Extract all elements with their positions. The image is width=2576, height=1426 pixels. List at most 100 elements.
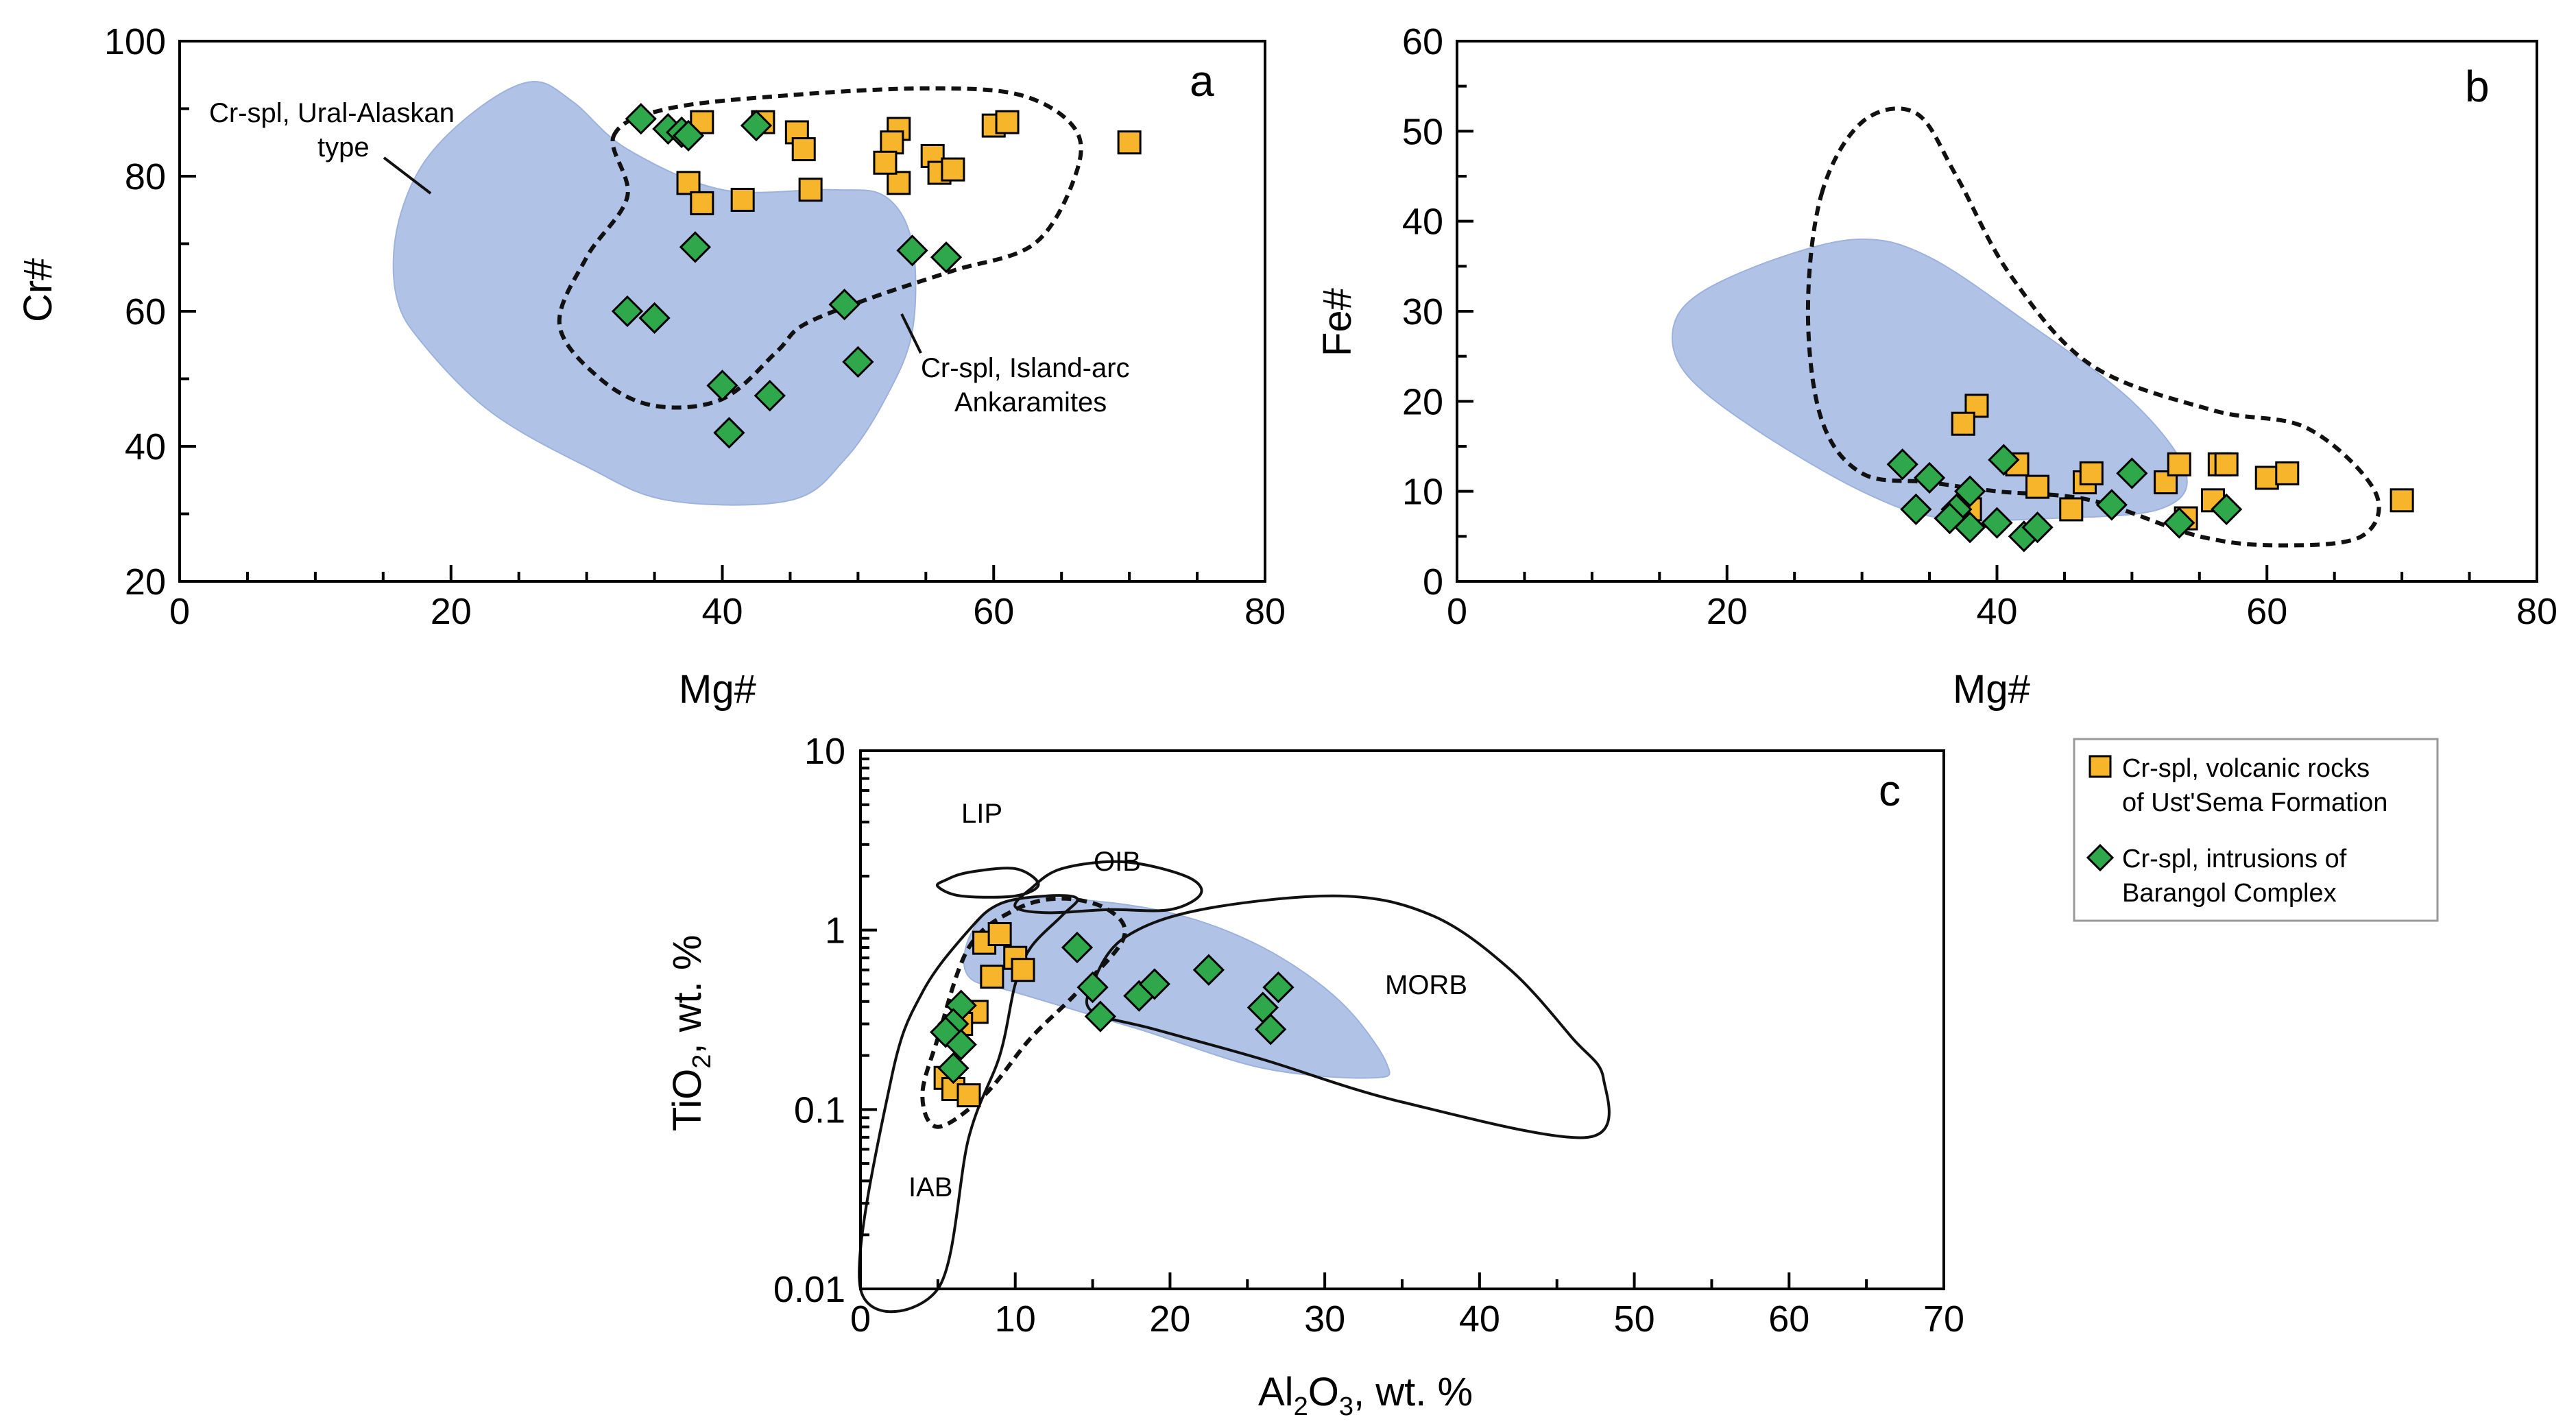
field-oib	[1013, 860, 1203, 915]
square-point	[1011, 958, 1035, 982]
diamond-point	[937, 1052, 970, 1085]
diamond-point	[1981, 507, 2013, 539]
square-point	[2167, 452, 2191, 476]
annotation-ank-line2: Ankaramites	[954, 387, 1107, 418]
diamond-point	[706, 370, 738, 402]
square-point	[798, 178, 823, 202]
diamond-point	[638, 302, 671, 334]
y-tick-label: 80	[125, 156, 166, 197]
diamond-point	[1255, 1013, 1287, 1046]
diamond-point	[1988, 444, 2020, 476]
diamond-point	[2021, 511, 2054, 544]
legend-box	[2073, 738, 2439, 922]
annotation-island-arc: Cr-spl, Island-arc Ankaramites	[900, 313, 1130, 418]
y-tick-label: 0.01	[773, 1269, 845, 1310]
diamond-point	[828, 289, 860, 321]
square-point	[880, 130, 904, 155]
x-tick-label: 20	[431, 591, 472, 632]
annotation-ural-alaskan: Cr-spl, Ural-Alaskan type	[209, 98, 455, 195]
y-tick-label: 20	[125, 561, 166, 603]
annotation-ank-leader	[900, 313, 922, 354]
y-tick-label: 30	[1402, 291, 1443, 333]
legend: Cr-spl, volcanic rocks of Ust'Sema Forma…	[2073, 738, 2439, 922]
y-tick-label: 0	[1423, 561, 1443, 603]
y-tick-label: 10	[804, 731, 845, 772]
panel-c-axes: 0 10 20 30 40 50 60 70 0.01 0.1 1 10	[773, 731, 1964, 1340]
field-iab	[858, 894, 1079, 1314]
diamond-point	[1886, 448, 1918, 481]
square-point	[995, 110, 1020, 134]
square-point	[1117, 130, 1142, 155]
square-point	[2079, 461, 2104, 485]
legend-item-1-line2: of Ust'Sema Formation	[2122, 788, 2387, 817]
square-point	[1003, 945, 1028, 970]
square-point	[873, 150, 898, 175]
diamond-point	[611, 295, 644, 328]
field-morb	[1085, 894, 1611, 1139]
x-tick-label: 80	[1244, 591, 1286, 632]
y-tick-label: 20	[1402, 381, 1443, 422]
legend-diamond-icon	[2086, 843, 2115, 872]
x-tick-label: 20	[1707, 591, 1748, 632]
chart-panel-b: 0 20 40 60 80 0 10 20 30 40 50 60 b Mg# Fe#	[1315, 21, 2557, 712]
panel-b-axes: 0 20 40 60 80 0 10 20 30 40 50 60	[1402, 21, 2557, 632]
diamond-point	[754, 380, 786, 412]
square-point	[2275, 461, 2300, 485]
square-point	[791, 137, 816, 162]
x-tick-label: 80	[2516, 591, 2557, 632]
x-tick-label: 30	[1304, 1298, 1345, 1340]
field-label-lip: LIP	[961, 799, 1002, 829]
x-tick-label: 10	[995, 1298, 1036, 1340]
square-point	[2254, 466, 2279, 490]
field-ural-alaskan	[1671, 238, 2188, 522]
panel-label-a: a	[1190, 56, 1214, 106]
legend-item-2-line2: Barangol Complex	[2122, 879, 2337, 908]
diamond-point	[1138, 968, 1170, 1000]
y-tick-label: 0.1	[794, 1089, 845, 1131]
panel-a-ylabel: Cr#	[16, 258, 60, 322]
xlabel-sub2: 2	[1294, 1392, 1308, 1421]
diamond-point	[679, 231, 712, 263]
square-point	[2214, 452, 2239, 476]
diamond-point	[2211, 493, 2243, 526]
square-point	[941, 157, 965, 182]
x-tick-label: 20	[1149, 1298, 1190, 1340]
xlabel-tail: , wt. %	[1353, 1370, 1473, 1414]
square-point	[980, 965, 1004, 989]
square-point	[730, 187, 755, 212]
x-tick-label: 0	[169, 591, 190, 632]
diamond-point	[1913, 461, 1946, 494]
field-dashed	[920, 896, 1127, 1129]
x-tick-label: 0	[850, 1298, 871, 1340]
diamond-point	[1262, 971, 1295, 1004]
panel-b-fields	[1671, 106, 2381, 548]
square-point	[2025, 474, 2050, 499]
diamond-point	[2116, 457, 2148, 490]
x-tick-label: 0	[1447, 591, 1467, 632]
field-lip	[935, 867, 1040, 899]
diamond-point	[2095, 489, 2128, 521]
panel-a-points	[611, 103, 1142, 449]
field-label-morb: MORB	[1385, 970, 1467, 1000]
panel-c-points	[930, 921, 1295, 1108]
x-tick-label: 60	[2246, 591, 2287, 632]
annotation-ural-leader	[383, 156, 432, 195]
y-tick-label: 50	[1402, 111, 1443, 152]
diamond-point	[945, 1028, 977, 1061]
diamond-point	[896, 234, 928, 267]
panel-c-xlabel: Al2O3, wt. %	[1258, 1370, 1473, 1421]
square-point	[956, 1083, 981, 1108]
diamond-point	[1076, 971, 1109, 1004]
xlabel-o: O	[1308, 1370, 1339, 1414]
y-tick-label: 10	[1402, 472, 1443, 513]
y-tick-label: 60	[1402, 21, 1443, 62]
x-tick-label: 40	[701, 591, 743, 632]
diamond-point	[1954, 511, 1986, 544]
square-point	[690, 191, 714, 215]
field-label-oib: OIB	[1094, 847, 1141, 877]
diamond-point	[930, 241, 963, 274]
ylabel-tail: , wt. %	[665, 935, 710, 1054]
